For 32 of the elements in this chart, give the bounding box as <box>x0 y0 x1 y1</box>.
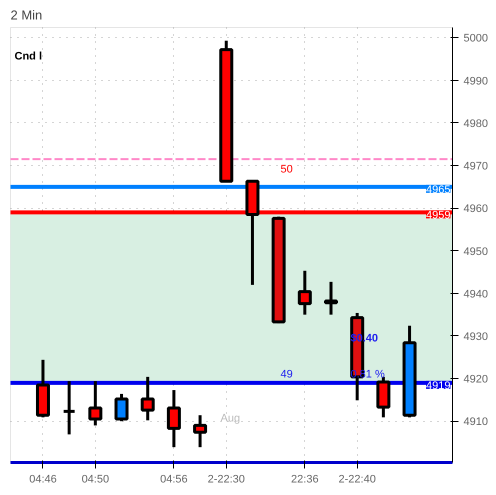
y-tick-label: 4940 <box>464 288 488 300</box>
ref-line-label: 4959 <box>426 209 451 222</box>
x-tick-label: 04:46 <box>29 474 57 486</box>
y-tick-label: 5000 <box>464 32 488 45</box>
candlestick <box>140 376 155 420</box>
y-tick-label: 4950 <box>464 246 488 258</box>
y-tick-label: 4960 <box>464 203 488 216</box>
y-tick-label: 4990 <box>464 75 488 88</box>
y-tick-label: 4910 <box>464 416 488 428</box>
ref-line-label: 4965 <box>426 184 451 196</box>
annotation: 49 <box>280 368 293 380</box>
candlestick <box>166 390 181 448</box>
x-tick-label: 04:50 <box>82 474 110 486</box>
annotation: Cnd l <box>14 50 42 62</box>
candlestick <box>298 270 312 315</box>
x-tick-label: 22:36 <box>291 474 319 486</box>
annotation: Aug <box>220 412 240 424</box>
y-tick-label: 4980 <box>464 118 488 130</box>
annotation: $0.40 <box>350 332 378 344</box>
ref-line-label: 4919 <box>426 380 451 392</box>
candlestick <box>193 415 208 448</box>
annotation: 0.81 % <box>350 368 385 380</box>
candlestick <box>62 381 76 434</box>
y-tick-label: 4920 <box>464 374 488 386</box>
x-tick-label: 04:56 <box>160 474 188 486</box>
x-tick-label: 2-22:40 <box>338 474 376 486</box>
candlestick <box>324 282 338 315</box>
y-tick-label: 4970 <box>464 160 488 173</box>
annotation: 50 <box>280 164 293 176</box>
y-tick-label: 4930 <box>464 330 488 343</box>
x-tick-label: 2-22:30 <box>208 474 245 486</box>
chart-title: 2 Min <box>10 8 42 22</box>
